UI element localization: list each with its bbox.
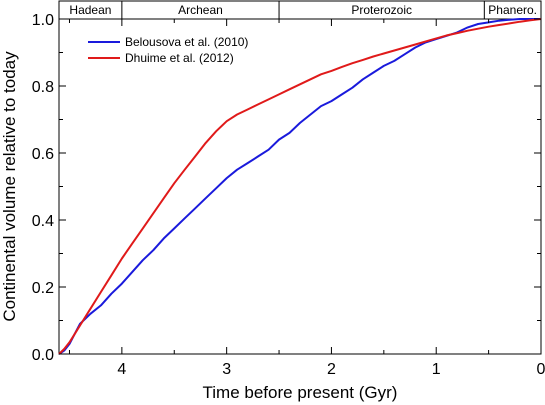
x-tick-label: 1 <box>432 361 441 378</box>
y-tick-label: 1.0 <box>32 12 54 29</box>
x-axis-ticks: 4 3 2 1 0 <box>68 19 545 378</box>
x-tick-label: 4 <box>117 361 126 378</box>
x-axis-title: Time before present (Gyr) <box>203 383 398 402</box>
y-axis-title: Continental volume relative to today <box>0 51 19 322</box>
y-tick-label: 0.0 <box>32 347 54 364</box>
y-tick-label: 0.6 <box>32 146 54 163</box>
y-tick-label: 0.8 <box>32 79 54 96</box>
y-tick-label: 0.2 <box>32 280 54 297</box>
series-line <box>58 18 541 355</box>
legend-label: Dhuime et al. (2012) <box>125 51 234 65</box>
x-tick-label: 3 <box>222 361 231 378</box>
x-tick-label: 2 <box>327 361 336 378</box>
series-line <box>58 18 542 355</box>
legend-label: Belousova et al. (2010) <box>125 35 248 49</box>
series-layer <box>58 18 542 355</box>
era-label: Proterozoic <box>351 3 412 17</box>
x-tick-label: 0 <box>537 361 545 378</box>
y-tick-label: 0.4 <box>32 213 54 230</box>
plot-frame <box>58 18 542 355</box>
era-band: Hadean Archean Proterozoic Phanero. <box>58 0 542 20</box>
era-band-frame <box>58 0 542 20</box>
legend: Belousova et al. (2010) Dhuime et al. (20… <box>88 35 248 65</box>
plot-area: 4 3 2 1 0 0.0 0.2 0.4 0.6 0.8 1.0 <box>32 12 545 378</box>
era-label: Phanero. <box>488 3 537 17</box>
era-label: Hadean <box>69 3 111 17</box>
y-axis-ticks: 0.0 0.2 0.4 0.6 0.8 1.0 <box>32 12 541 364</box>
era-label: Archean <box>178 3 223 17</box>
